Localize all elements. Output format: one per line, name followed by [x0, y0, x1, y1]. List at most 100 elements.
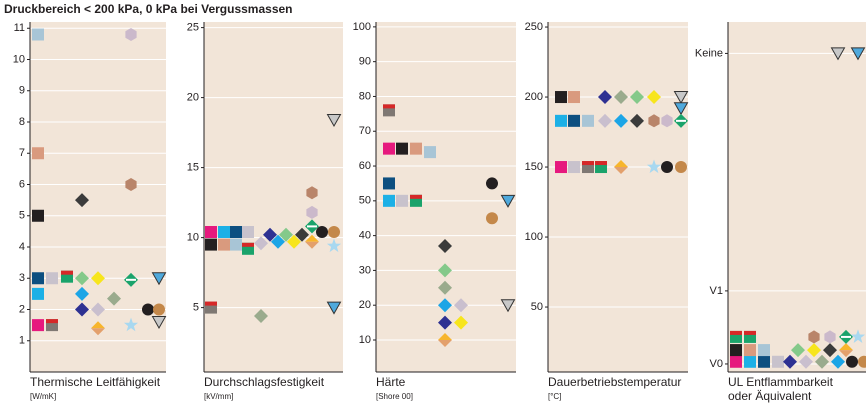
data-point — [218, 238, 230, 251]
square-top — [744, 330, 756, 335]
data-point — [271, 234, 285, 249]
data-point — [555, 161, 567, 174]
square — [32, 209, 44, 222]
data-point — [647, 90, 661, 105]
data-point — [151, 272, 167, 286]
y-tick-label: 90 — [359, 56, 371, 68]
square — [424, 146, 436, 159]
diamond-top — [305, 234, 319, 242]
square — [758, 344, 770, 357]
triangle — [326, 114, 342, 128]
data-point — [555, 91, 567, 104]
square — [32, 287, 44, 300]
diamond — [799, 354, 813, 369]
square-top — [46, 319, 58, 324]
y-tick-label: 25 — [187, 22, 199, 34]
data-point — [424, 146, 436, 159]
y-tick-label: 3 — [19, 272, 25, 284]
diamond — [438, 280, 452, 295]
data-point — [486, 177, 498, 190]
data-point — [839, 343, 853, 358]
y-tick-label: 60 — [359, 160, 371, 172]
diamond — [438, 263, 452, 278]
data-point — [61, 270, 73, 283]
data-point — [383, 104, 395, 117]
diamond — [263, 227, 277, 242]
square — [568, 91, 580, 104]
circle — [486, 177, 498, 190]
data-point — [326, 238, 342, 253]
y-tick-label: 20 — [359, 299, 371, 311]
data-point — [675, 161, 687, 174]
data-point — [306, 186, 318, 200]
y-tick-label: 9 — [19, 85, 25, 97]
square — [772, 355, 784, 368]
data-point — [438, 280, 452, 295]
data-point — [438, 239, 452, 254]
y-tick-label: 200 — [525, 91, 543, 103]
data-point — [305, 234, 319, 249]
data-point — [305, 219, 319, 234]
square — [568, 161, 580, 174]
data-point — [142, 303, 154, 316]
x-axis-label: Härte — [376, 375, 406, 389]
y-tick-label: 150 — [525, 161, 543, 173]
data-point — [410, 194, 422, 207]
data-point — [824, 330, 836, 344]
y-tick-label: 70 — [359, 125, 371, 137]
data-point — [396, 142, 408, 155]
data-point — [846, 355, 858, 368]
diamond — [630, 113, 644, 128]
diamond-top — [614, 160, 628, 168]
data-point — [568, 161, 580, 174]
diamond-top — [839, 343, 853, 351]
y-tick-label: 10 — [13, 53, 25, 65]
data-point — [807, 343, 821, 358]
data-point — [75, 271, 89, 286]
diamond — [598, 90, 612, 105]
data-point — [758, 344, 770, 357]
data-point — [91, 271, 105, 286]
diamond — [815, 354, 829, 369]
data-point — [783, 354, 797, 369]
data-point — [75, 302, 89, 317]
star — [123, 317, 139, 332]
diamond-bottom — [839, 350, 853, 358]
data-point — [124, 272, 138, 287]
data-point — [153, 303, 165, 316]
y-tick-label: 11 — [14, 22, 25, 34]
diamond — [791, 343, 805, 358]
data-point — [205, 238, 217, 251]
data-point — [454, 298, 468, 313]
triangle — [850, 47, 866, 61]
triangle — [500, 194, 516, 208]
square-top — [595, 161, 607, 166]
square — [32, 28, 44, 41]
data-point — [831, 354, 845, 369]
y-tick-label: 10 — [187, 232, 199, 244]
y-tick-label: 7 — [19, 147, 25, 159]
data-point — [230, 238, 242, 251]
square-top — [730, 330, 742, 335]
data-point — [646, 159, 662, 174]
y-tick-label: 40 — [359, 230, 371, 242]
data-point — [555, 114, 567, 127]
data-point — [791, 343, 805, 358]
y-tick-label: 2 — [19, 303, 25, 315]
y-tick-label: 4 — [19, 241, 25, 253]
x-axis-label: Durchschlagsfestigkeit — [204, 375, 325, 389]
diamond — [75, 271, 89, 286]
data-point — [500, 299, 516, 313]
data-point — [46, 319, 58, 332]
square — [555, 91, 567, 104]
data-point — [454, 315, 468, 330]
data-point — [32, 319, 44, 332]
circle — [675, 161, 687, 174]
square — [758, 355, 770, 368]
data-point — [151, 316, 167, 330]
x-axis-label: Thermische Leitfähigkeit — [30, 375, 161, 389]
star — [850, 329, 866, 343]
square — [205, 226, 217, 238]
y-tick-label: 6 — [19, 178, 25, 190]
square — [744, 344, 756, 357]
